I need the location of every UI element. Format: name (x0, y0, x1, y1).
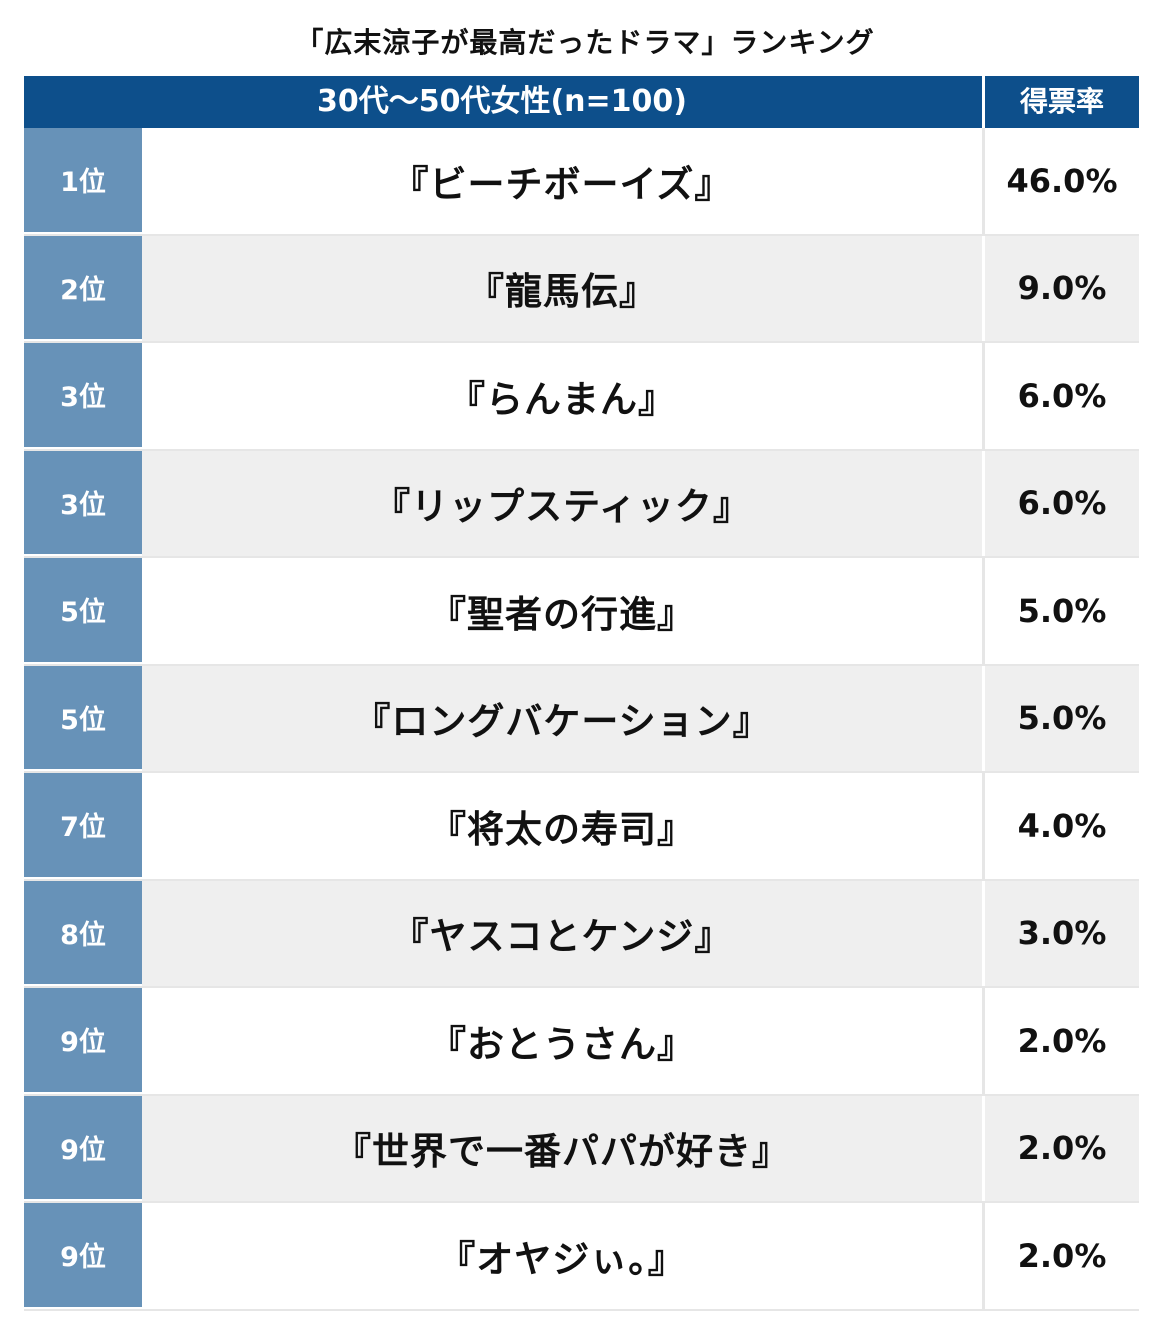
rank-cell: 3位 (24, 343, 142, 449)
vote-rate-cell: 6.0% (982, 450, 1139, 556)
rank-cell: 3位 (24, 450, 142, 556)
table-row: 7位 『将太の寿司』 4.0% (24, 773, 1139, 881)
vote-rate-cell: 2.0% (982, 1095, 1139, 1201)
table-row: 3位 『リップスティック』 6.0% (24, 450, 1139, 558)
vote-rate-cell: 5.0% (982, 558, 1139, 664)
drama-title-cell: 『ヤスコとケンジ』 (391, 915, 733, 959)
ranking-table: 30代〜50代女性(n=100) 得票率 1位 『ビーチボーイズ』 46.0% … (24, 76, 1139, 1311)
vote-rate-cell: 4.0% (982, 773, 1139, 879)
vote-rate-cell: 9.0% (982, 235, 1139, 341)
table-row: 3位 『らんまん』 6.0% (24, 343, 1139, 451)
respondent-group-header: 30代〜50代女性(n=100) (316, 84, 688, 119)
table-header: 30代〜50代女性(n=100) 得票率 (24, 76, 1139, 128)
drama-title-cell: 『世界で一番パパが好き』 (334, 1130, 790, 1174)
drama-title-cell: 『オヤジぃ。』 (438, 1237, 686, 1281)
drama-title-cell: 『聖者の行進』 (429, 592, 695, 636)
drama-title-cell: 『龍馬伝』 (467, 270, 657, 314)
table-row: 2位 『龍馬伝』 9.0% (24, 235, 1139, 343)
table-row: 9位 『世界で一番パパが好き』 2.0% (24, 1095, 1139, 1203)
table-row: 9位 『オヤジぃ。』 2.0% (24, 1203, 1139, 1311)
vote-rate-cell: 2.0% (982, 988, 1139, 1094)
table-row: 9位 『おとうさん』 2.0% (24, 988, 1139, 1096)
rank-cell: 7位 (24, 773, 142, 879)
rank-cell: 1位 (24, 128, 142, 234)
drama-title-cell: 『らんまん』 (448, 377, 676, 421)
vote-rate-header: 得票率 (982, 76, 1139, 128)
vote-rate-cell: 5.0% (982, 665, 1139, 771)
drama-title-cell: 『ビーチボーイズ』 (391, 162, 733, 206)
drama-title-cell: 『将太の寿司』 (429, 807, 695, 851)
table-row: 8位 『ヤスコとケンジ』 3.0% (24, 880, 1139, 988)
rank-cell: 9位 (24, 1203, 142, 1309)
drama-title-cell: 『リップスティック』 (373, 485, 751, 529)
table-row: 5位 『ロングバケーション』 5.0% (24, 665, 1139, 773)
drama-title-cell: 『ロングバケーション』 (353, 700, 771, 744)
vote-rate-cell: 6.0% (982, 343, 1139, 449)
vote-rate-cell: 46.0% (982, 128, 1139, 234)
vote-rate-cell: 2.0% (982, 1203, 1139, 1309)
rank-cell: 5位 (24, 665, 142, 771)
table-row: 1位 『ビーチボーイズ』 46.0% (24, 128, 1139, 236)
drama-title-cell: 『おとうさん』 (429, 1022, 695, 1066)
rank-cell: 8位 (24, 880, 142, 986)
vote-rate-cell: 3.0% (982, 880, 1139, 986)
rank-cell: 5位 (24, 558, 142, 664)
table-row: 5位 『聖者の行進』 5.0% (24, 558, 1139, 666)
rank-cell: 9位 (24, 988, 142, 1094)
rank-cell: 9位 (24, 1095, 142, 1201)
rank-cell: 2位 (24, 235, 142, 341)
ranking-title: 「広末涼子が最高だったドラマ」ランキング (295, 26, 875, 59)
